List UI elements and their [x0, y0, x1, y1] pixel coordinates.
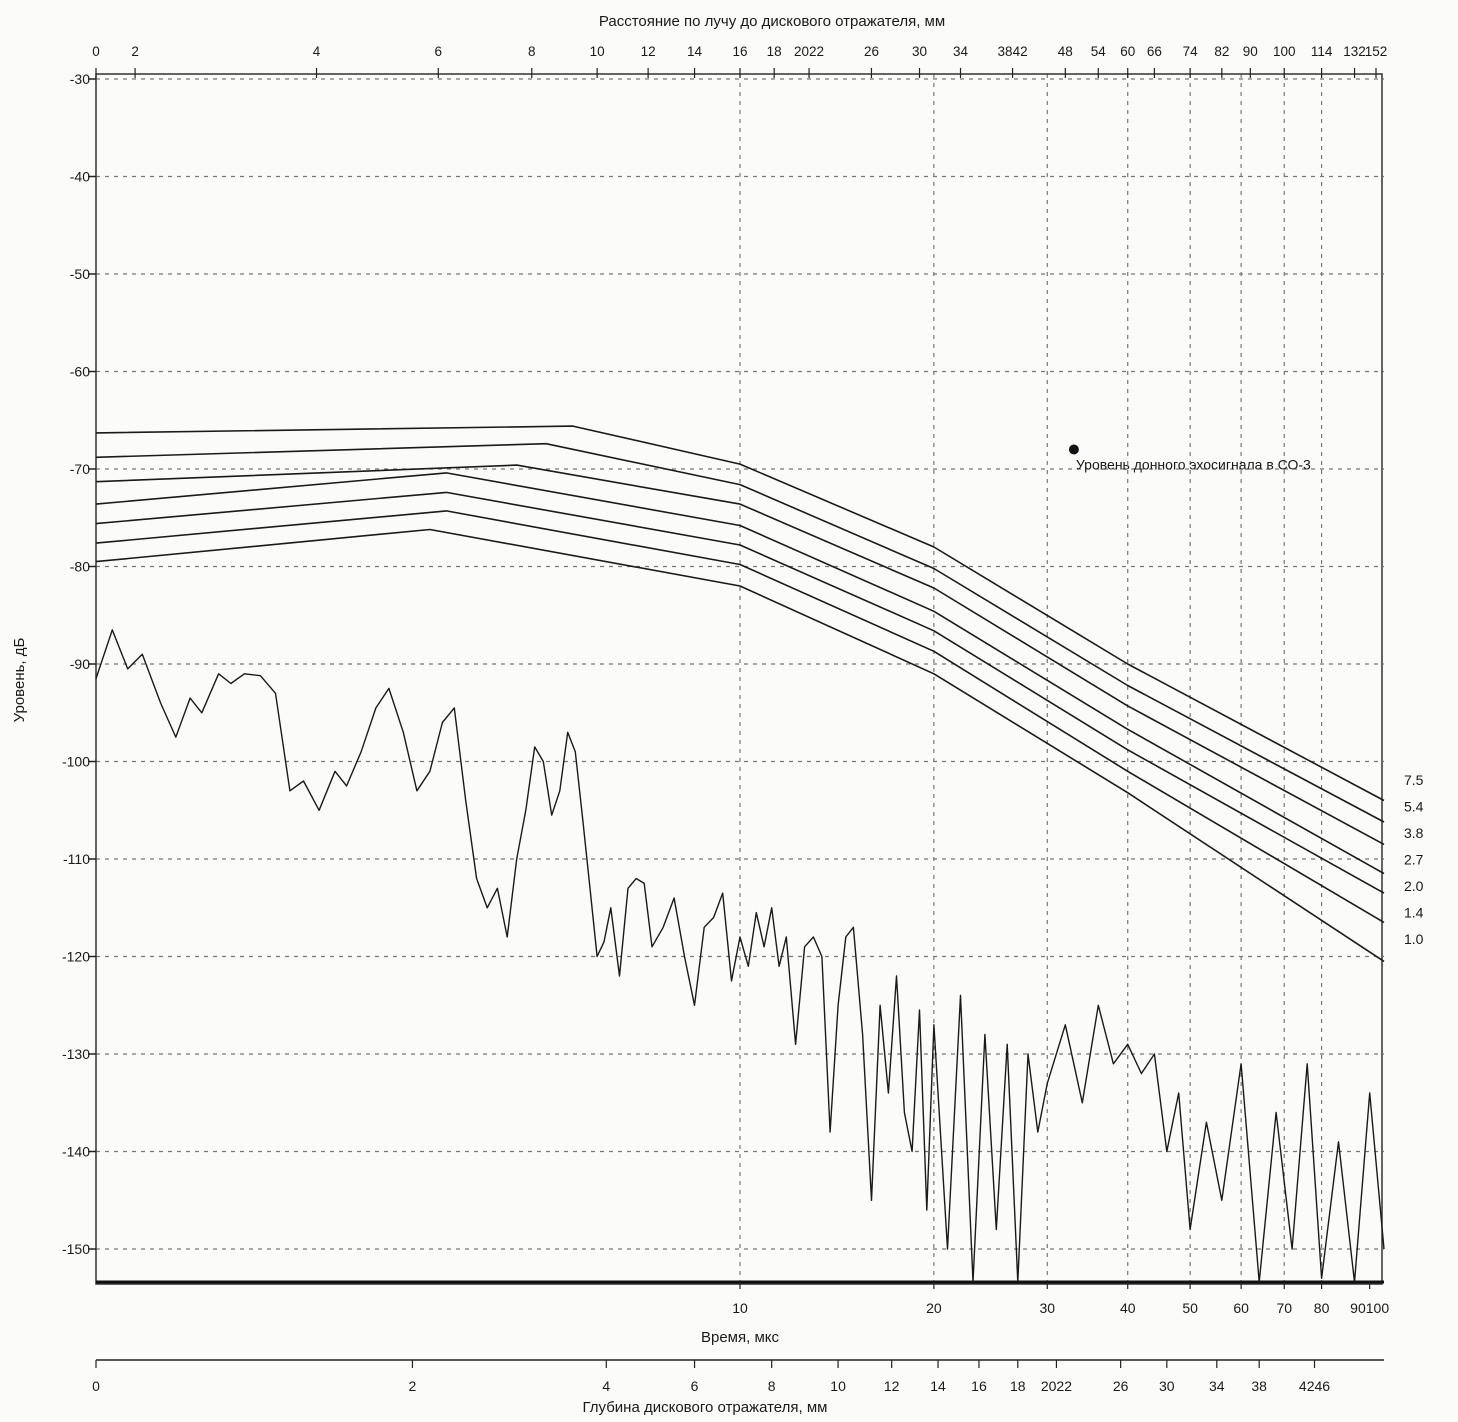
x-tick-label: 90100 — [1350, 1300, 1389, 1316]
x-tick-label: 80 — [1314, 1300, 1330, 1316]
curve-label: 2.0 — [1404, 878, 1424, 894]
reflector-curve — [95, 472, 1385, 875]
top-tick-label: 66 — [1147, 44, 1162, 59]
top-tick-label: 152 — [1365, 44, 1388, 59]
top-tick-label: 14 — [687, 44, 703, 59]
bottom-axis-title: Время, мкс — [701, 1329, 780, 1346]
reflector-curve — [95, 464, 1385, 846]
depth-tick-label: 6 — [691, 1378, 699, 1394]
top-tick-label: 34 — [953, 44, 969, 59]
annotation-marker — [1068, 444, 1079, 455]
x-tick-label: 40 — [1120, 1300, 1136, 1316]
y-tick-label: -40 — [70, 169, 90, 185]
top-tick-label: 26 — [864, 44, 879, 59]
reflector-curve — [95, 528, 1385, 963]
depth-tick-label: 2022 — [1041, 1378, 1072, 1394]
curve-label: 1.0 — [1404, 931, 1424, 947]
x-tick-label: 70 — [1276, 1300, 1292, 1316]
top-tick-label: 48 — [1058, 44, 1073, 59]
top-tick-label: 100 — [1273, 44, 1296, 59]
series-lines — [95, 425, 1385, 1283]
top-tick-label: 4 — [313, 44, 321, 59]
depth-tick-label: 34 — [1209, 1378, 1225, 1394]
bottom-axis-ticks: 10 20 30 40 50 60 70 80 90100 — [732, 1282, 1389, 1316]
top-tick-label: 54 — [1091, 44, 1107, 59]
annotation-text: Уровень донного эхосигнала в СО-3 — [1076, 457, 1311, 473]
y-tick-label: -130 — [62, 1046, 90, 1062]
y-axis-ticks: -30 -40 -50 -60 -70 -80 -90 -100 -110 -120 -130 -14… — [62, 71, 96, 1257]
top-tick-label: 30 — [912, 44, 927, 59]
top-tick-label: 16 — [732, 44, 747, 59]
y-tick-label: -140 — [62, 1144, 90, 1160]
plot-frame — [95, 73, 1383, 1285]
top-tick-label: 132 — [1343, 44, 1366, 59]
y-tick-label: -30 — [70, 71, 90, 87]
top-tick-label: 60 — [1120, 44, 1135, 59]
y-tick-label: -120 — [62, 949, 90, 965]
reflector-curve — [95, 425, 1385, 802]
reflector-curve — [95, 491, 1385, 894]
depth-tick-label: 2 — [409, 1378, 417, 1394]
top-tick-label: 18 — [767, 44, 782, 59]
depth-tick-label: 30 — [1159, 1378, 1175, 1394]
depth-tick-label: 26 — [1113, 1378, 1129, 1394]
x-tick-label: 10 — [732, 1300, 748, 1316]
x-tick-label: 20 — [926, 1300, 942, 1316]
y-tick-label: -80 — [70, 559, 90, 575]
series-labels: 7.5 5.4 3.8 2.7 2.0 1.4 1.0 — [1404, 772, 1424, 947]
y-tick-label: -90 — [70, 656, 90, 672]
top-tick-label: 74 — [1183, 44, 1199, 59]
y-tick-label: -70 — [70, 461, 90, 477]
top-tick-label: 0 — [92, 44, 100, 59]
reflector-curve — [95, 442, 1385, 823]
y-axis-title: Уровень, дБ — [11, 637, 28, 722]
depth-axis-title: Глубина дискового отражателя, мм — [583, 1399, 828, 1416]
top-tick-label: 12 — [641, 44, 656, 59]
curve-label: 7.5 — [1404, 772, 1424, 788]
x-tick-label: 50 — [1182, 1300, 1198, 1316]
depth-tick-label: 14 — [930, 1378, 946, 1394]
curve-label: 2.7 — [1404, 852, 1424, 868]
vertical-gridlines — [739, 74, 1323, 1282]
top-tick-label: 2 — [131, 44, 139, 59]
depth-tick-label: 18 — [1010, 1378, 1026, 1394]
top-axis-ticks: 0 2 4 6 8 10 12 14 16 18 2022 26 30 34 3842 48 54 60 66 74 8… — [92, 44, 1387, 78]
depth-tick-label: 10 — [830, 1378, 846, 1394]
depth-tick-label: 4 — [602, 1378, 610, 1394]
horizontal-gridlines — [96, 78, 1384, 1250]
y-tick-label: -50 — [70, 266, 90, 282]
top-tick-label: 3842 — [998, 44, 1028, 59]
depth-tick-label: 0 — [92, 1378, 100, 1394]
x-tick-label: 60 — [1233, 1300, 1249, 1316]
top-tick-label: 6 — [435, 44, 443, 59]
y-tick-label: -100 — [62, 754, 90, 770]
curve-label: 1.4 — [1404, 905, 1424, 921]
curve-label: 3.8 — [1404, 825, 1424, 841]
depth-tick-label: 12 — [884, 1378, 900, 1394]
top-tick-label: 2022 — [794, 44, 824, 59]
depth-tick-label: 4246 — [1299, 1378, 1330, 1394]
top-tick-label: 82 — [1214, 44, 1229, 59]
measured-signal-line — [95, 629, 1385, 1283]
top-tick-label: 8 — [528, 44, 536, 59]
curve-label: 5.4 — [1404, 799, 1424, 815]
top-tick-label: 90 — [1243, 44, 1258, 59]
top-tick-label: 10 — [590, 44, 605, 59]
y-tick-label: -150 — [62, 1241, 90, 1257]
top-axis-title: Расстояние по лучу до дискового отражате… — [599, 13, 945, 30]
depth-axis-ticks: 0 2 4 6 8 10 12 14 16 18 2022 26 30 34 38 4246 — [92, 1360, 1330, 1394]
reflector-curve — [95, 510, 1385, 924]
depth-tick-label: 8 — [768, 1378, 776, 1394]
y-tick-label: -60 — [70, 364, 90, 380]
top-tick-label: 114 — [1311, 44, 1333, 59]
depth-tick-label: 38 — [1251, 1378, 1267, 1394]
x-tick-label: 30 — [1039, 1300, 1055, 1316]
depth-tick-label: 16 — [971, 1378, 987, 1394]
y-tick-label: -110 — [63, 851, 90, 867]
